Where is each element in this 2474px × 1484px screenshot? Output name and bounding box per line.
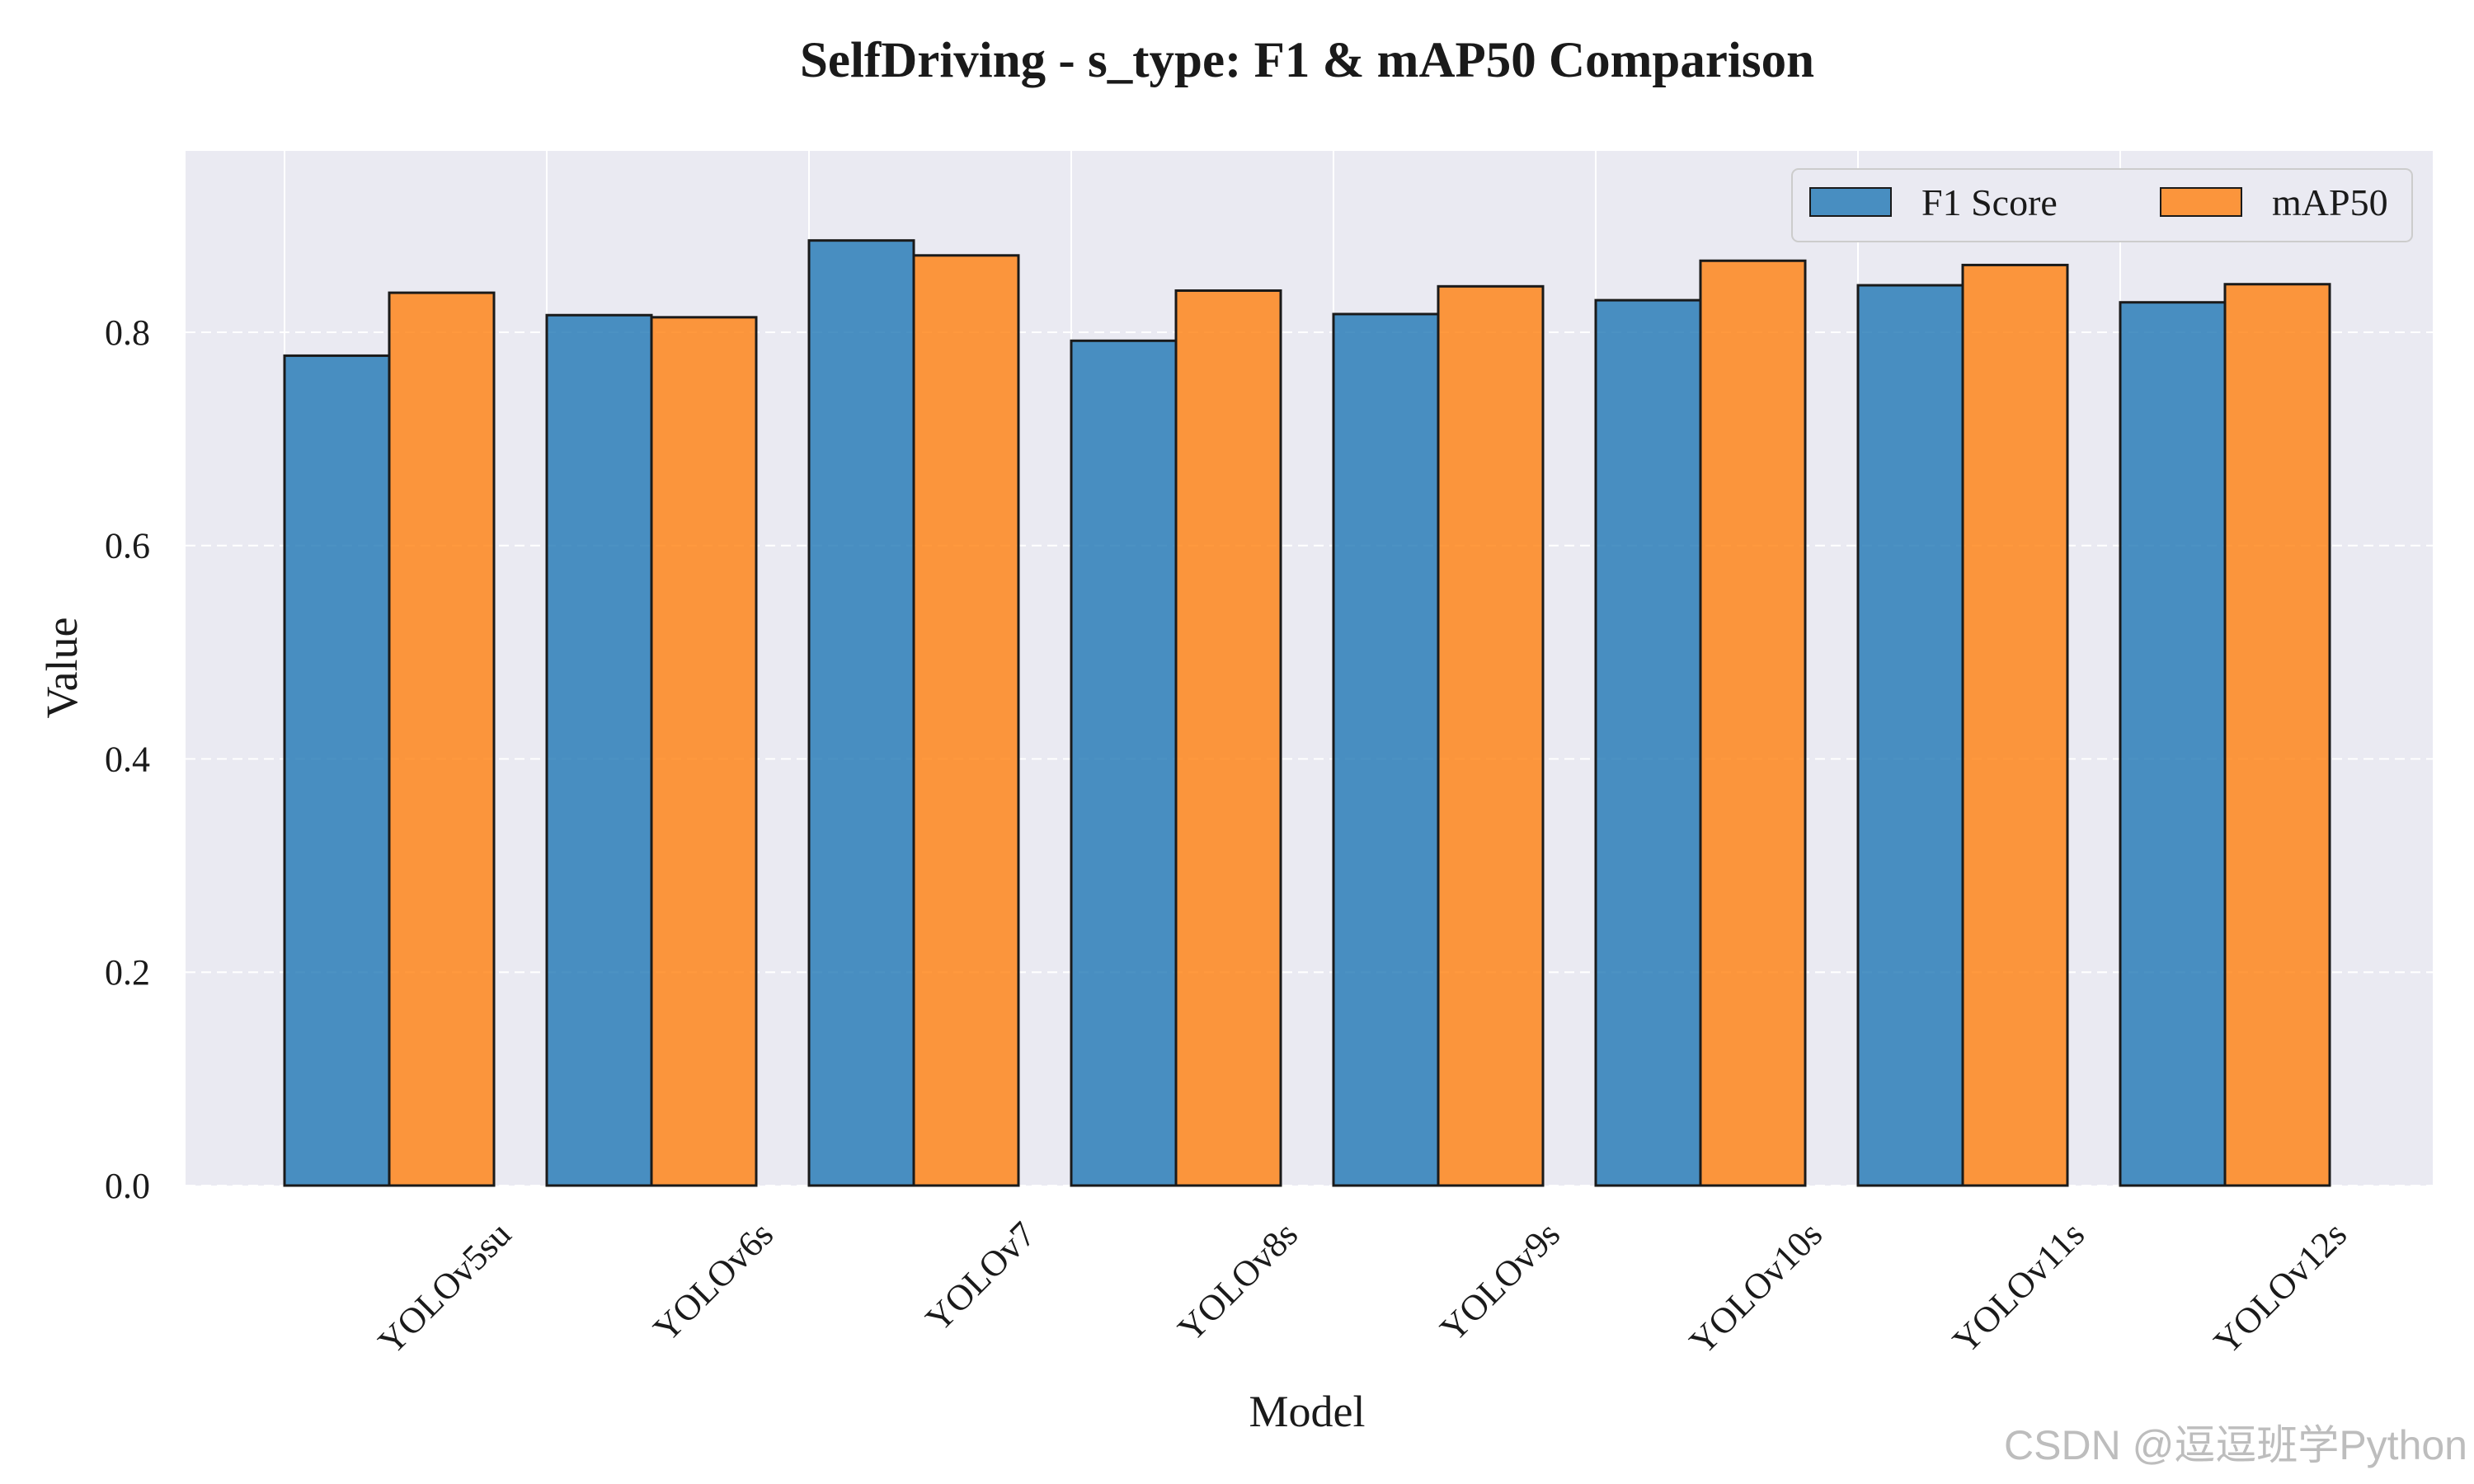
bar-map50-yolov11s (1961, 263, 2069, 1187)
x-axis-label: Model (1249, 1387, 1366, 1436)
bar-f1-yolov6s (545, 313, 653, 1187)
x-tick-label: YOLOv8s (1170, 1214, 1305, 1349)
bar-f1-yolov12s (2119, 301, 2227, 1187)
watermark: CSDN @逗逗班学Python (2004, 1422, 2467, 1468)
y-tick-labels: 0.0 0.2 0.4 0.6 0.8 (105, 312, 150, 1206)
bar-f1-yolov5su (283, 354, 391, 1187)
x-tick-label: YOLOv7 (918, 1214, 1043, 1339)
plot-area (186, 151, 2433, 1186)
x-tick-label: YOLOv6s (646, 1214, 781, 1349)
bar-f1-yolov10s (1594, 298, 1702, 1187)
bar-f1-yolov8s (1070, 339, 1178, 1187)
y-tick-label: 0.8 (105, 312, 150, 353)
x-tick-label: YOLOv5su (370, 1214, 519, 1362)
bar-map50-yolov7 (912, 254, 1020, 1187)
bar-map50-yolov8s (1174, 289, 1282, 1187)
bar-f1-yolov9s (1332, 312, 1440, 1187)
x-tick-label: YOLOv12s (2206, 1214, 2354, 1362)
bar-f1-yolov11s (1856, 284, 1964, 1187)
y-tick-label: 0.0 (105, 1166, 150, 1206)
legend: F1 Score mAP50 (1791, 168, 2413, 242)
x-tick-label: YOLOv9s (1432, 1214, 1568, 1349)
bars (283, 239, 2331, 1187)
x-tick-label: YOLOv11s (1945, 1214, 2092, 1361)
bar-map50-yolov6s (650, 316, 758, 1187)
y-tick-label: 0.4 (105, 739, 150, 779)
legend-box (1791, 168, 2413, 242)
legend-label-map50: mAP50 (2272, 181, 2388, 223)
y-axis-label: Value (37, 618, 87, 719)
bar-map50-yolov10s (1699, 259, 1807, 1187)
bar-map50-yolov9s (1437, 284, 1545, 1187)
x-tick-label: YOLOv10s (1681, 1214, 1830, 1362)
legend-swatch-f1 (1809, 187, 1892, 217)
bar-map50-yolov5su (388, 291, 496, 1187)
y-tick-label: 0.6 (105, 526, 150, 566)
chart-title: SelfDriving - s_type: F1 & mAP50 Compari… (800, 33, 1814, 88)
x-tick-labels: YOLOv5su YOLOv6s YOLOv7 YOLOv8s YOLOv9s YOLOv… (370, 1214, 2354, 1362)
bar-f1-yolov7 (807, 239, 915, 1187)
legend-swatch-map50 (2160, 187, 2242, 217)
y-tick-label: 0.2 (105, 952, 150, 993)
bar-map50-yolov12s (2223, 283, 2331, 1187)
legend-label-f1: F1 Score (1921, 181, 2058, 223)
